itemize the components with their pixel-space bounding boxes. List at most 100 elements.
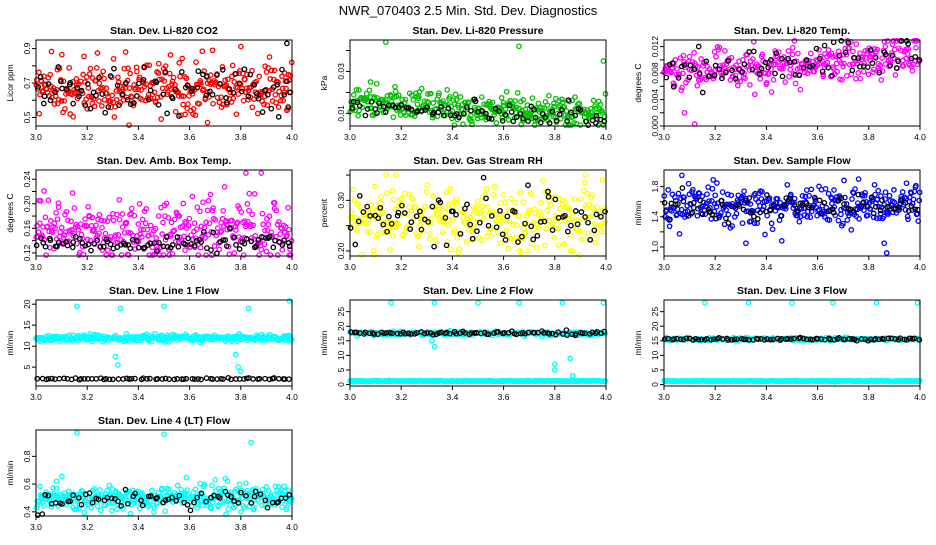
data-point [470, 225, 476, 232]
data-point [136, 505, 143, 512]
data-point [239, 88, 245, 95]
data-point [172, 108, 179, 115]
data-point [237, 368, 244, 375]
data-point [180, 101, 186, 108]
y-tick-label: 0 [650, 382, 660, 387]
data-point [156, 239, 162, 246]
data-point [852, 75, 859, 82]
y-tick-label: 0.004 [650, 89, 660, 111]
data-point [78, 501, 85, 508]
x-tick-label: 3.0 [658, 132, 670, 142]
data-point [55, 204, 62, 211]
data-point [841, 201, 847, 207]
x-tick-label: 3.4 [132, 522, 144, 532]
data-point [364, 106, 371, 112]
y-tick-label: 15 [650, 336, 660, 346]
y-tick-label: 0.000 [650, 115, 660, 137]
plot-frame [35, 429, 293, 517]
panel-title: Stan. Dev. Li-820 Pressure [412, 25, 543, 37]
data-point [670, 83, 677, 90]
data-point [227, 502, 233, 508]
data-point [835, 217, 842, 224]
data-point [111, 65, 117, 72]
data-point [390, 196, 397, 203]
y-tick-label: 15 [22, 320, 32, 330]
data-point [768, 220, 775, 227]
data-point [450, 208, 456, 215]
data-point [134, 238, 140, 244]
data-point [421, 330, 428, 337]
y-axis-label: degrees C [5, 193, 15, 232]
data-point [722, 48, 728, 54]
data-point [47, 71, 54, 78]
x-tick-label: 3.0 [658, 262, 670, 272]
data-point [362, 112, 369, 119]
data-point [502, 112, 509, 118]
data-point [375, 215, 382, 222]
data-point [367, 79, 374, 85]
data-point [238, 209, 245, 215]
data-point [875, 187, 882, 194]
data-point [148, 493, 154, 499]
data-point [131, 100, 137, 106]
data-point [357, 203, 363, 210]
data-point [166, 70, 173, 77]
data-point [221, 184, 228, 190]
data-point [180, 200, 187, 207]
data-point [69, 78, 76, 85]
data-point [476, 219, 483, 226]
data-point [887, 59, 893, 66]
chart-panel-5: Stan. Dev. Gas Stream RH3.0 3.2 3.4 3.6 3.8 4… [319, 155, 612, 272]
data-point [388, 300, 394, 306]
data-point [846, 335, 853, 342]
data-point [448, 246, 454, 253]
data-point [195, 252, 202, 258]
data-point [661, 336, 668, 342]
plot-frame [663, 169, 921, 257]
data-point [75, 494, 82, 501]
data-point [602, 205, 608, 212]
y-axis: 0.200.30 [336, 174, 350, 259]
data-point [176, 113, 182, 119]
series-blue [661, 172, 923, 256]
data-point [806, 192, 812, 199]
data-point [759, 188, 765, 195]
x-tick-label: 3.6 [498, 392, 510, 402]
x-tick-label: 4.0 [286, 132, 298, 142]
data-point [125, 229, 132, 236]
data-point [236, 80, 243, 87]
data-point [36, 110, 43, 117]
data-point [678, 87, 685, 94]
data-point [200, 199, 206, 206]
panel-title: Stan. Dev. Gas Stream RH [413, 155, 542, 167]
data-point [208, 505, 215, 512]
data-point [388, 220, 395, 227]
data-point [63, 86, 70, 93]
y-tick-label: 25 [336, 307, 346, 317]
data-point [572, 94, 578, 101]
data-point [516, 300, 522, 306]
data-point [194, 84, 201, 91]
data-point [568, 222, 574, 229]
data-point [277, 231, 284, 237]
data-point [520, 199, 527, 205]
data-point [497, 240, 504, 247]
data-point [94, 237, 101, 244]
data-point [199, 491, 206, 498]
data-point [531, 122, 538, 128]
series-cyan [661, 300, 923, 385]
data-point [874, 46, 881, 53]
data-point [283, 85, 289, 92]
x-tick-label: 3.2 [709, 262, 721, 272]
x-tick-label: 3.6 [184, 522, 196, 532]
data-point [912, 53, 919, 60]
data-point [198, 239, 205, 245]
data-point [807, 63, 813, 70]
x-tick-label: 3.8 [549, 132, 561, 142]
data-point [244, 71, 250, 78]
data-point [539, 105, 545, 111]
data-point [69, 190, 76, 196]
data-point [679, 84, 685, 91]
data-point [74, 84, 80, 91]
